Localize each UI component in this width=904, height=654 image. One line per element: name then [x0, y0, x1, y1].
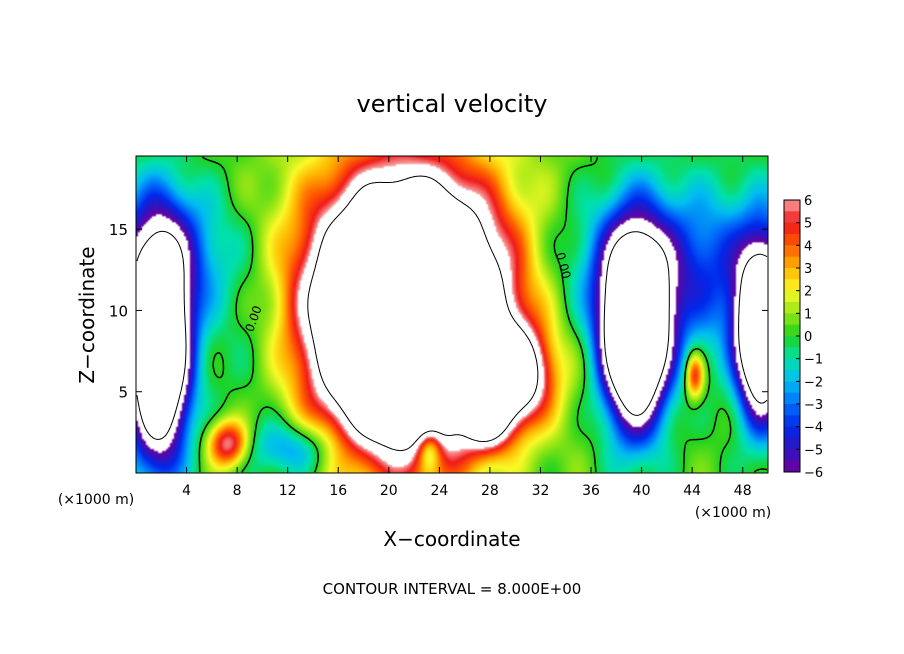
colorbar-bin	[784, 460, 800, 473]
colorbar-bin	[784, 358, 800, 371]
colorbar-bin	[784, 290, 800, 303]
colorbar-bin	[784, 279, 800, 292]
y-tick-label: 5	[118, 384, 128, 402]
x-axis: 4 8 12 16 20 24 28 32 36 40 44 48	[182, 156, 752, 499]
colorbar-bin	[784, 392, 800, 405]
colorbar-tick-label: −6	[804, 466, 823, 481]
y-tick-label: 15	[109, 221, 128, 239]
colorbar-bin	[784, 211, 800, 224]
x-tick-label: 24	[430, 483, 448, 499]
colorbar-tick-label: −4	[804, 421, 823, 436]
x-tick-label: 40	[633, 483, 651, 499]
y-tick-label: 10	[109, 302, 128, 320]
colorbar-bin	[784, 426, 800, 439]
x-axis-label: X−coordinate	[383, 527, 520, 551]
x-unit-right: (×1000 m)	[695, 505, 771, 521]
colorbar-tick-label: −5	[804, 443, 823, 458]
colorbar-bin	[784, 256, 800, 269]
colorbar-tick-label: 0	[804, 330, 812, 345]
x-unit-left: (×1000 m)	[58, 492, 134, 508]
x-tick-label: 28	[481, 483, 499, 499]
colorbar-bin	[784, 415, 800, 428]
colorbar-bin	[784, 245, 800, 258]
plot-frame	[135, 155, 769, 474]
colorbar-tick-label: −2	[804, 375, 823, 390]
colorbar-bin	[784, 449, 800, 462]
x-tick-label: 36	[582, 483, 600, 499]
colorbar-bin	[784, 222, 800, 235]
contour-lines	[136, 156, 768, 473]
colorbar-bin	[784, 324, 800, 337]
contour-line	[136, 230, 768, 440]
colorbar-tick-label: 4	[804, 239, 812, 254]
colorbar-bin	[784, 268, 800, 280]
velocity-field	[136, 156, 768, 473]
contour-label: 0.00	[553, 251, 573, 280]
y-axis-label: Z−coordinate	[75, 246, 99, 383]
x-tick-label: 12	[279, 483, 297, 499]
colorbar-tick-label: 5	[804, 217, 812, 232]
colorbar: 6 5 4 3 2 1 0 −1 −2 −3 −4 −5 −6	[783, 194, 823, 481]
contour-line	[198, 156, 768, 473]
colorbar-bin	[784, 336, 800, 348]
x-tick-label: 44	[683, 483, 701, 499]
colorbar-bin	[784, 438, 800, 450]
colorbar-bin	[784, 381, 800, 394]
colorbar-tick-label: 1	[804, 307, 812, 322]
plot-area: 0.00 0.00	[135, 155, 769, 474]
contour-line	[307, 175, 539, 452]
chart-title: vertical velocity	[357, 90, 548, 118]
x-tick-label: 20	[380, 483, 398, 499]
colorbar-tick-label: 3	[804, 262, 812, 277]
colorbar-tick-label: −3	[804, 398, 823, 413]
colorbar-bin	[784, 200, 800, 212]
colorbar-bin	[784, 302, 800, 314]
y-axis: 5 10 15	[109, 221, 768, 402]
colorbar-tick-label: 6	[804, 194, 812, 209]
x-tick-label: 48	[734, 483, 752, 499]
colorbar-bin	[784, 404, 800, 416]
colorbar-bin	[784, 313, 800, 326]
colorbar-tick-label: −1	[804, 353, 823, 368]
x-tick-label: 8	[233, 483, 242, 499]
colorbar-bin	[784, 347, 800, 360]
colorbar-bin	[784, 234, 800, 246]
colorbar-tick-label: 2	[804, 285, 812, 300]
x-tick-label: 16	[329, 483, 347, 499]
x-tick-label: 32	[532, 483, 550, 499]
x-tick-label: 4	[182, 483, 191, 499]
colorbar-bin	[784, 370, 800, 382]
contour-interval-note: CONTOUR INTERVAL = 8.000E+00	[323, 580, 582, 598]
